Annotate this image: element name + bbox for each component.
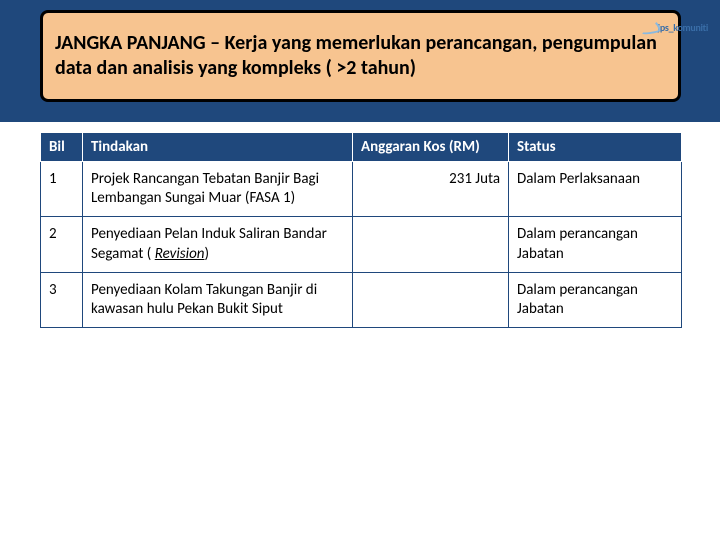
cell-tindakan: Penyediaan Pelan Induk Saliran Bandar Se… [83, 217, 353, 272]
cell-status: Dalam perancangan Jabatan [509, 217, 682, 272]
title-text: JANGKA PANJANG – Kerja yang memerlukan p… [55, 31, 666, 81]
brand-logo: jps_komuniti [640, 16, 708, 38]
data-table: Bil Tindakan Anggaran Kos (RM) Status 1 … [40, 132, 682, 328]
table-row: 1 Projek Rancangan Tebatan Banjir Bagi L… [41, 162, 682, 217]
cell-kos [353, 217, 509, 272]
table-row: 3 Penyediaan Kolam Takungan Banjir di ka… [41, 272, 682, 327]
title-box: JANGKA PANJANG – Kerja yang memerlukan p… [40, 10, 681, 102]
cell-status: Dalam Perlaksanaan [509, 162, 682, 217]
data-table-container: Bil Tindakan Anggaran Kos (RM) Status 1 … [40, 132, 681, 328]
cell-tindakan: Penyediaan Kolam Takungan Banjir di kawa… [83, 272, 353, 327]
cell-kos [353, 272, 509, 327]
cell-tindakan: Projek Rancangan Tebatan Banjir Bagi Lem… [83, 162, 353, 217]
table-header-row: Bil Tindakan Anggaran Kos (RM) Status [41, 133, 682, 162]
col-header-status: Status [509, 133, 682, 162]
cell-bil: 2 [41, 217, 83, 272]
col-header-bil: Bil [41, 133, 83, 162]
col-header-tindakan: Tindakan [83, 133, 353, 162]
col-header-kos: Anggaran Kos (RM) [353, 133, 509, 162]
cell-status: Dalam perancangan Jabatan [509, 272, 682, 327]
cell-kos: 231 Juta [353, 162, 509, 217]
table-row: 2 Penyediaan Pelan Induk Saliran Bandar … [41, 217, 682, 272]
brand-logo-text: jps_komuniti [658, 21, 708, 34]
cell-bil: 3 [41, 272, 83, 327]
cell-bil: 1 [41, 162, 83, 217]
